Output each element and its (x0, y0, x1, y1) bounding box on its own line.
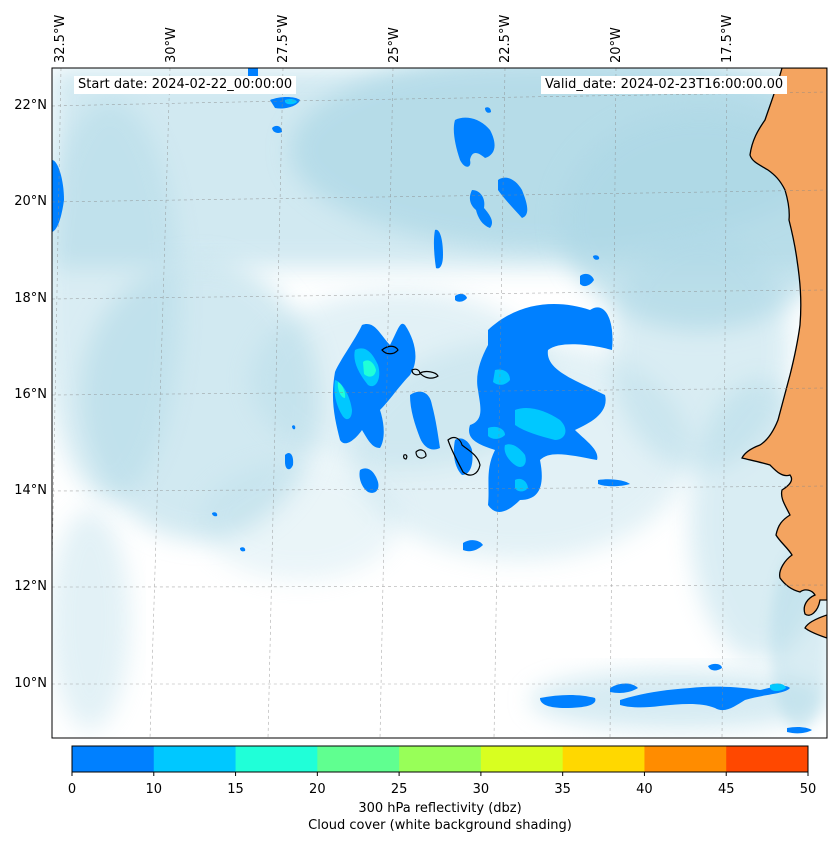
colorbar-tick-label: 0 (67, 782, 77, 797)
colorbar-segment (317, 746, 400, 772)
colorbar-tick-label: 45 (717, 782, 735, 797)
start-date-label: Start date: 2024-02-22_00:00:00 (74, 76, 297, 94)
latitude-label: 10°N (14, 676, 47, 691)
cloud-cover-layer (52, 68, 827, 730)
colorbar-segment (562, 746, 645, 772)
colorbar-segment (153, 746, 237, 772)
valid-date-label: Valid_date: 2024-02-23T16:00:00.00 (541, 76, 788, 94)
colorbar-tick-label: 20 (309, 782, 326, 797)
colorbar-label-line1: 300 hPa reflectivity (dbz) (358, 801, 522, 816)
colorbar-tick-label: 30 (472, 782, 490, 797)
latitude-label: 12°N (14, 579, 47, 594)
colorbar-tick-label: 10 (145, 782, 163, 797)
colorbar-segment (480, 746, 564, 772)
colorbar-tick-label: 35 (554, 782, 571, 797)
latitude-label: 20°N (14, 194, 47, 209)
colorbar-label-line2: Cloud cover (white background shading) (308, 818, 572, 833)
longitude-label: 30°W (164, 27, 179, 63)
longitude-label: 25°W (387, 27, 402, 63)
reflectivity-high-layer (337, 360, 376, 398)
cape-verde-islands (381, 345, 481, 476)
reflectivity-layer (52, 68, 812, 734)
colorbar-segment (644, 746, 727, 772)
colorbar-segment (235, 746, 318, 772)
map-frame (51, 67, 828, 739)
latitude-label: 16°N (14, 387, 47, 402)
longitude-label: 27.5°W (276, 14, 291, 63)
longitude-label: 22.5°W (498, 14, 513, 63)
latitude-label: 14°N (14, 483, 47, 498)
longitude-label: 17.5°W (720, 14, 735, 63)
land-africa (741, 68, 827, 616)
latitude-label: 18°N (14, 291, 47, 306)
colorbar-tick-label: 40 (636, 782, 653, 797)
colorbar-frame (71, 745, 809, 773)
latitude-label: 22°N (14, 98, 47, 113)
colorbar-segment (399, 746, 482, 772)
colorbar-tick-label: 25 (390, 782, 408, 797)
colorbar-tick-label: 15 (227, 782, 244, 797)
longitude-label: 32.5°W (53, 14, 68, 63)
land-africa-south (804, 614, 827, 639)
colorbar-tick-label: 50 (799, 782, 817, 797)
colorbar (71, 745, 809, 776)
colorbar-segment (726, 746, 809, 772)
longitude-label: 20°W (609, 27, 624, 63)
colorbar-segment (72, 746, 155, 772)
